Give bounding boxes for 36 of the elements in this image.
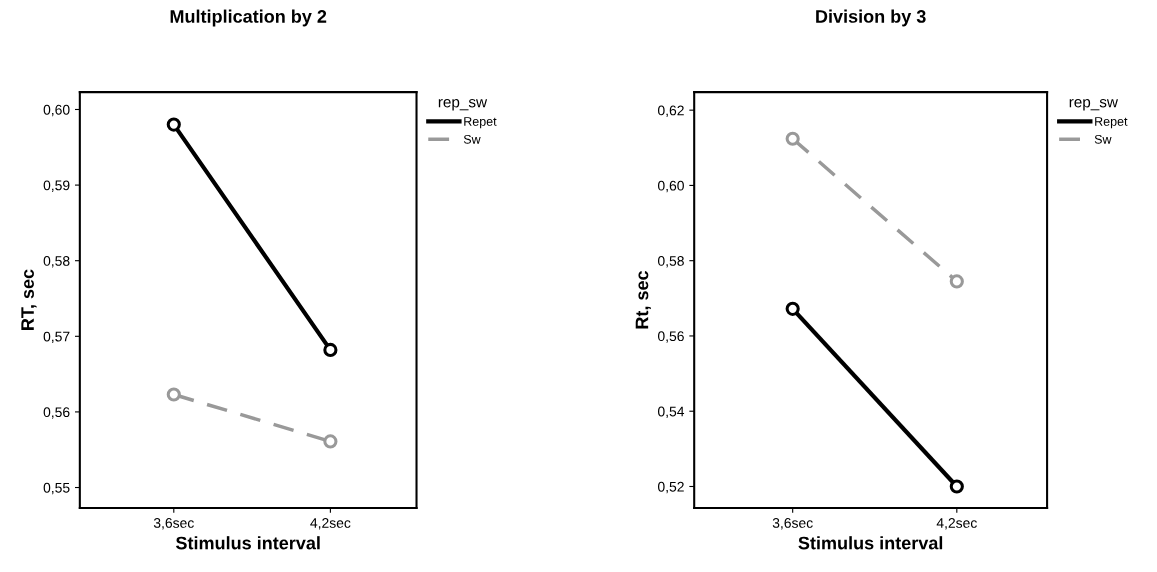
x-tick-label: 3,6sec [153,518,194,530]
legend-label: Repet [464,117,497,129]
y-tick-label: 0,58 [43,256,70,268]
y-tick-label: 0,57 [43,331,70,344]
x-tick-label: 4,2sec [936,518,977,530]
point [166,387,181,402]
point [785,131,800,146]
y-tick-label: 0,60 [43,104,70,117]
y-tick-label: 0,60 [657,180,684,193]
point [949,274,964,289]
chart-title: Multiplication by 2 [170,9,327,27]
y-tick-label: 0,62 [657,105,684,117]
point [166,117,181,132]
legend-label: Sw [463,134,481,144]
x-tick-label: 4,2sec [310,518,351,530]
x-tick-label: 3,6sec [772,518,813,530]
legend-label: Sw [1094,134,1112,144]
y-tick-label: 0,56 [657,331,684,343]
y-tick-label: 0,56 [43,407,70,419]
legend-title: rep_sw [438,99,488,111]
point [949,479,964,494]
point [323,434,338,449]
y-tick-label: 0,58 [657,256,684,268]
legend-title: rep_sw [1069,99,1118,111]
point [323,342,338,357]
y-tick-label: 0,55 [43,482,70,495]
y-tick-label: 0,54 [657,406,685,419]
y-tick-label: 0,52 [657,481,684,494]
legend-label: Repet [1095,117,1128,129]
y-axis-title: Rt, sec [635,270,651,329]
y-axis-title: RT, sec [21,269,37,330]
point [785,301,800,316]
y-tick-label: 0,59 [43,180,70,192]
x-axis-title: Stimulus interval [798,536,943,550]
chart-title: Division by 3 [816,9,926,27]
x-axis-title: Stimulus interval [175,536,320,550]
